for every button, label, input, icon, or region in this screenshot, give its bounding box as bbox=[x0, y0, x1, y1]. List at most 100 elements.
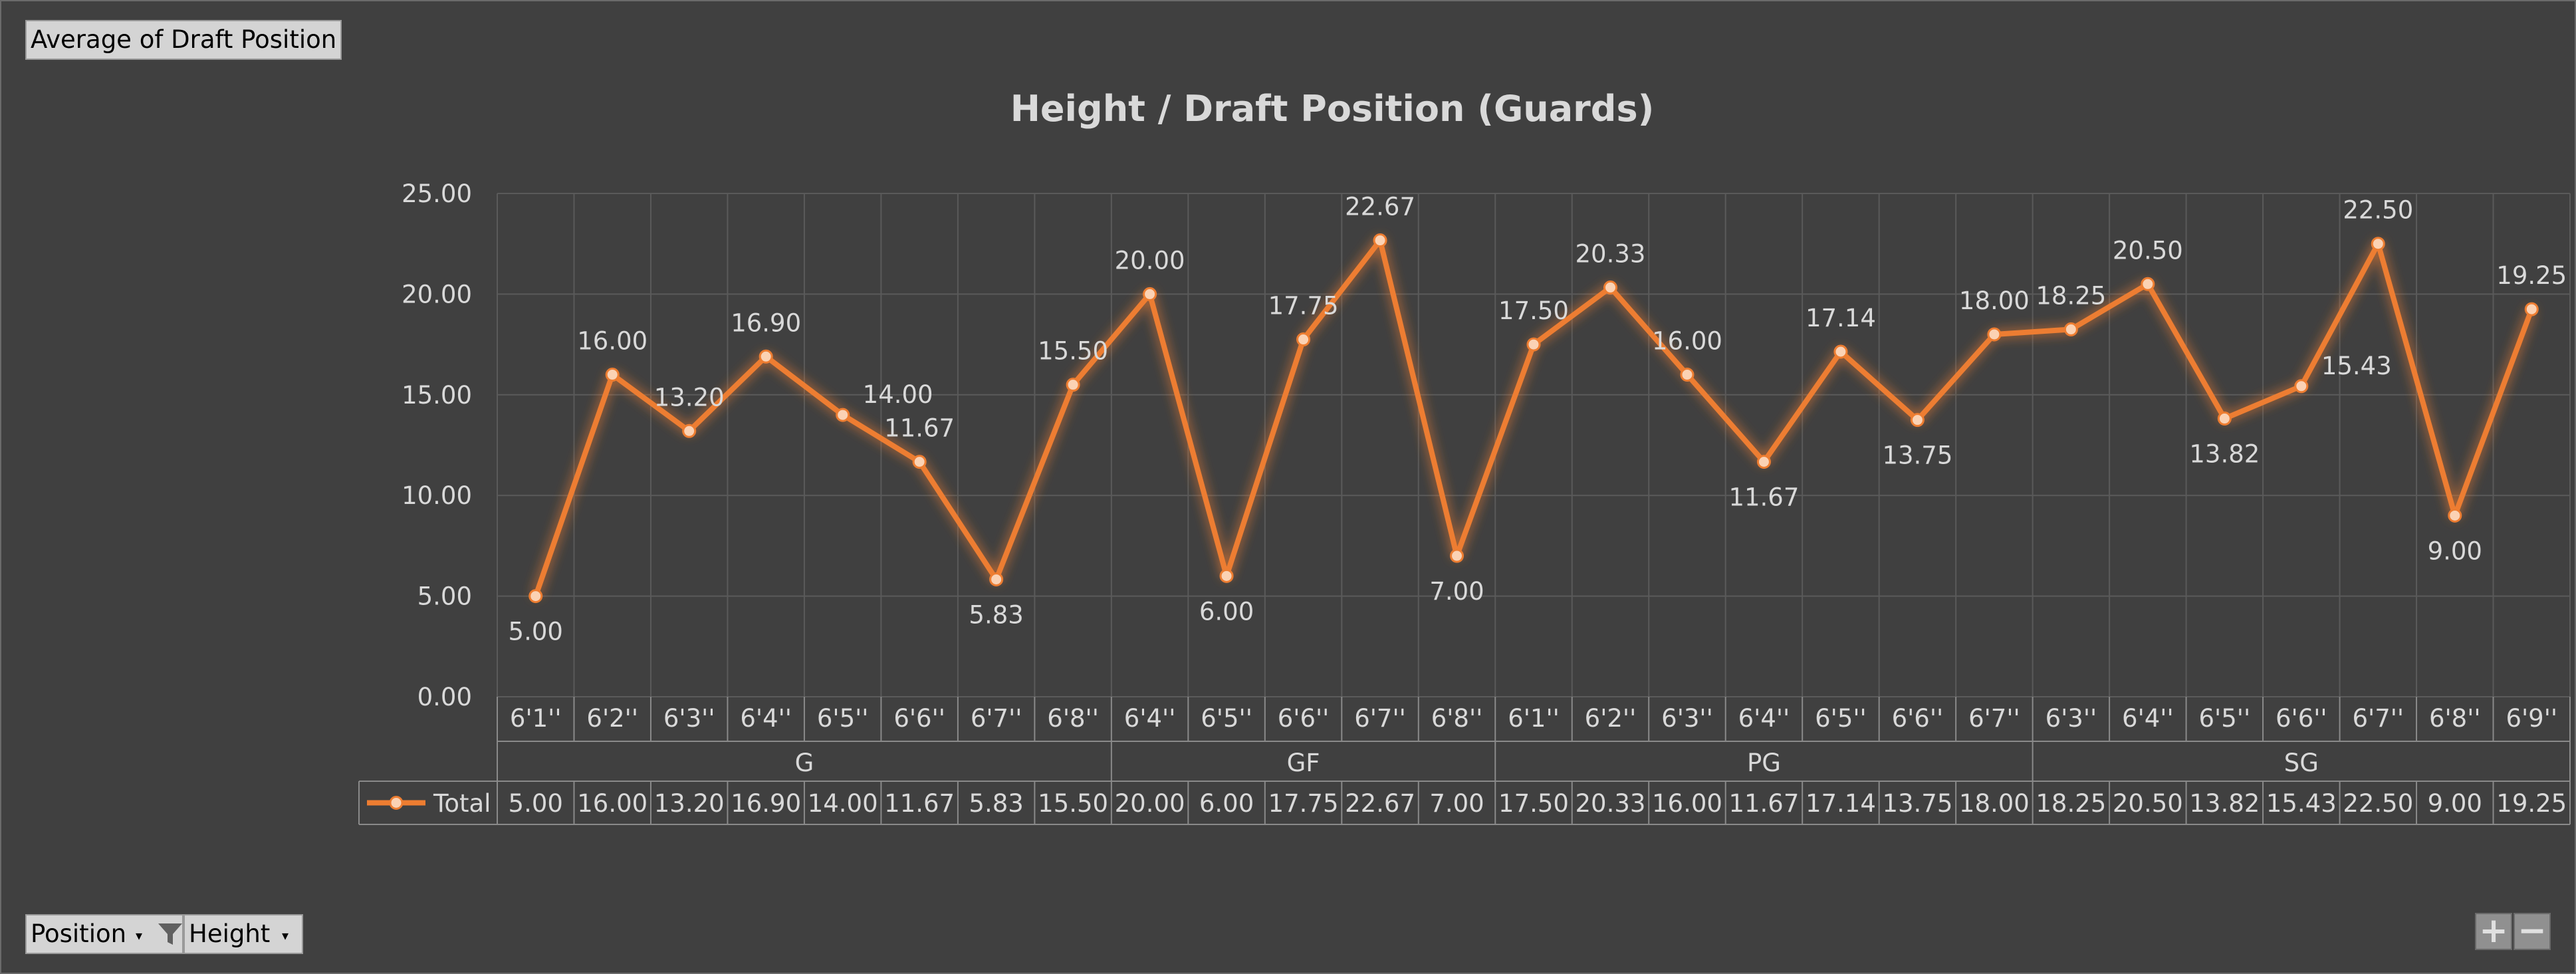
data-point bbox=[1987, 327, 2002, 342]
data-point bbox=[682, 424, 697, 438]
y-tick-label: 25.00 bbox=[402, 180, 472, 208]
category-label: 6'4'' bbox=[1738, 704, 1790, 733]
data-point bbox=[1833, 344, 1848, 359]
category-label: 6'6'' bbox=[1892, 704, 1944, 733]
category-label: 6'6'' bbox=[893, 704, 945, 733]
data-label: 15.43 bbox=[2321, 352, 2392, 380]
data-point bbox=[528, 589, 543, 604]
table-value-cell: 15.50 bbox=[1038, 789, 1108, 818]
category-label: 6'3'' bbox=[2046, 704, 2097, 733]
data-label: 11.67 bbox=[884, 414, 955, 443]
category-label: 6'7'' bbox=[1354, 704, 1406, 733]
data-label: 5.00 bbox=[509, 618, 563, 646]
category-label: 6'7'' bbox=[1968, 704, 2020, 733]
data-point bbox=[2448, 508, 2462, 523]
category-label: 6'8'' bbox=[1431, 704, 1483, 733]
data-point bbox=[605, 368, 620, 382]
height-field-button[interactable]: Height ▾ bbox=[183, 914, 303, 954]
data-point bbox=[1450, 548, 1464, 563]
category-label: 6'7'' bbox=[971, 704, 1022, 733]
y-tick-label: 20.00 bbox=[402, 280, 472, 308]
data-label: 5.83 bbox=[969, 600, 1023, 629]
data-label: 18.00 bbox=[1959, 287, 2030, 315]
data-label: 18.25 bbox=[2036, 281, 2106, 310]
data-label: 17.75 bbox=[1268, 292, 1339, 320]
position-field-button[interactable]: Position ▾ bbox=[25, 914, 183, 954]
data-label: 16.00 bbox=[577, 327, 647, 356]
data-point bbox=[1373, 233, 1387, 248]
table-value-cell: 17.75 bbox=[1268, 789, 1339, 818]
data-label: 17.50 bbox=[1498, 297, 1569, 325]
data-point bbox=[2294, 379, 2309, 394]
data-label: 6.00 bbox=[1199, 597, 1254, 626]
category-label: 6'6'' bbox=[1278, 704, 1330, 733]
table-value-cell: 5.00 bbox=[509, 789, 563, 818]
table-value-cell: 16.00 bbox=[577, 789, 647, 818]
data-label: 9.00 bbox=[2428, 537, 2482, 565]
data-label: 15.50 bbox=[1038, 337, 1108, 366]
category-label: 6'3'' bbox=[1661, 704, 1713, 733]
data-point bbox=[1143, 287, 1157, 301]
table-value-cell: 15.43 bbox=[2266, 789, 2337, 818]
table-value-cell: 6.00 bbox=[1199, 789, 1254, 818]
y-tick-label: 0.00 bbox=[417, 683, 472, 711]
data-label: 22.67 bbox=[1345, 193, 1415, 221]
data-point bbox=[1219, 568, 1234, 583]
table-value-cell: 22.50 bbox=[2343, 789, 2413, 818]
table-value-cell: 11.67 bbox=[1728, 789, 1799, 818]
category-label: 6'4'' bbox=[2122, 704, 2174, 733]
y-tick-label: 15.00 bbox=[402, 381, 472, 410]
data-point bbox=[1603, 280, 1617, 295]
data-point bbox=[1526, 337, 1541, 352]
dropdown-arrow-icon: ▾ bbox=[136, 927, 143, 943]
dropdown-arrow-icon: ▾ bbox=[282, 927, 289, 943]
category-label: 6'5'' bbox=[1815, 704, 1867, 733]
legend-series-name: Total bbox=[433, 789, 491, 818]
category-label: 6'1'' bbox=[510, 704, 562, 733]
table-value-cell: 17.14 bbox=[1806, 789, 1876, 818]
data-point bbox=[1066, 378, 1080, 392]
data-label: 11.67 bbox=[1728, 483, 1799, 512]
table-value-cell: 14.00 bbox=[808, 789, 878, 818]
value-field-button[interactable]: Average of Draft Position bbox=[25, 20, 342, 60]
category-label: 6'7'' bbox=[2352, 704, 2404, 733]
category-label: 6'9'' bbox=[2506, 704, 2557, 733]
data-label: 20.00 bbox=[1115, 246, 1185, 275]
data-point bbox=[2524, 302, 2539, 316]
category-label: 6'4'' bbox=[740, 704, 792, 733]
category-label: 6'2'' bbox=[586, 704, 638, 733]
table-value-cell: 9.00 bbox=[2428, 789, 2482, 818]
table-value-cell: 13.20 bbox=[654, 789, 725, 818]
data-label: 19.25 bbox=[2496, 261, 2567, 290]
data-point bbox=[1910, 413, 1925, 427]
data-label: 16.90 bbox=[731, 308, 801, 337]
data-label: 13.75 bbox=[1882, 441, 1952, 470]
table-value-cell: 13.75 bbox=[1882, 789, 1952, 818]
collapse-field-button[interactable]: − bbox=[2514, 913, 2551, 950]
category-label: 6'3'' bbox=[663, 704, 715, 733]
data-point bbox=[759, 349, 773, 364]
data-label: 20.33 bbox=[1576, 239, 1646, 268]
group-label: PG bbox=[1747, 749, 1781, 777]
table-value-cell: 22.67 bbox=[1345, 789, 1415, 818]
data-point bbox=[1756, 455, 1771, 469]
table-value-cell: 7.00 bbox=[1429, 789, 1484, 818]
table-value-cell: 17.50 bbox=[1498, 789, 1569, 818]
data-point bbox=[2141, 277, 2155, 291]
data-label: 7.00 bbox=[1429, 577, 1484, 606]
group-label: SG bbox=[2284, 749, 2319, 777]
data-label: 17.14 bbox=[1806, 304, 1876, 332]
filter-icon bbox=[158, 923, 182, 945]
data-point bbox=[912, 455, 927, 469]
expand-field-button[interactable]: + bbox=[2475, 913, 2512, 950]
table-value-cell: 16.00 bbox=[1652, 789, 1722, 818]
position-field-label: Position bbox=[31, 919, 127, 948]
category-label: 6'1'' bbox=[1508, 704, 1560, 733]
category-label: 6'4'' bbox=[1124, 704, 1176, 733]
table-value-cell: 11.67 bbox=[884, 789, 955, 818]
table-value-cell: 19.25 bbox=[2496, 789, 2567, 818]
chart-title: Height / Draft Position (Guards) bbox=[1010, 88, 1655, 130]
table-value-cell: 5.83 bbox=[969, 789, 1023, 818]
